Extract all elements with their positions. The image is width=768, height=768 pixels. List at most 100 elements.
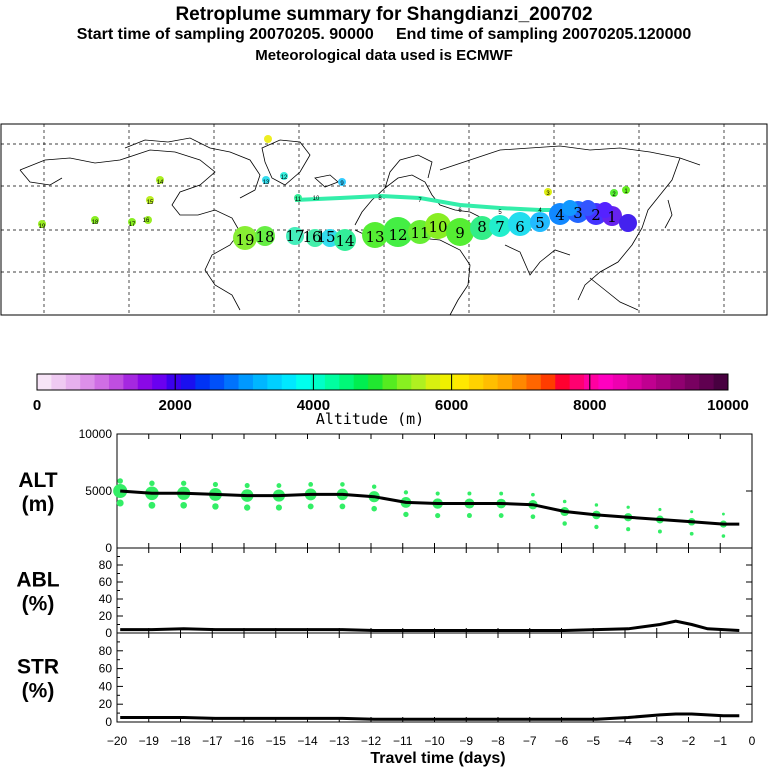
map-coastlines (19, 137, 701, 316)
y-tick-label: 20 (99, 609, 113, 623)
colorbar-cell (396, 374, 412, 390)
y-tick-label: 60 (99, 662, 113, 676)
map-day-label: 15 (147, 200, 154, 206)
colorbar-cell (699, 374, 715, 390)
alt-marker-spread (117, 478, 123, 484)
colorbar-cell (656, 374, 671, 390)
x-tick-label: 0 (749, 734, 756, 748)
alt-marker-spread (721, 534, 726, 538)
plume-blob (233, 226, 257, 250)
colorbar-cell (713, 374, 729, 390)
plume-blob (530, 212, 550, 232)
plume-point (91, 216, 99, 224)
plume-blob (425, 213, 451, 239)
colorbar-cell (468, 374, 484, 390)
x-tick-label: −7 (523, 734, 537, 748)
series-line-str (120, 712, 740, 721)
meteo-data-label: Meteorological data used is ECMWF (255, 47, 513, 64)
alt-marker-spread (531, 492, 535, 497)
alt-marker-spread (689, 531, 694, 536)
alt-marker-spread (499, 491, 504, 496)
time-series-panels: 1000050000ALT(m)806040200ABL(%)806040200… (16, 427, 753, 729)
colorbar-tick-label: 6000 (435, 397, 468, 414)
y-tick-label: 40 (99, 592, 113, 606)
coast-europe (354, 174, 483, 226)
plume-blob (489, 215, 511, 237)
start-time-label: Start time of sampling 20070205. 90000 (76, 26, 374, 43)
plume-blob (306, 229, 324, 247)
map-day-label: 16 (143, 218, 150, 224)
colorbar-cell (252, 374, 268, 390)
alt-marker-spread (307, 503, 314, 510)
alt-marker-spread (435, 491, 440, 496)
map-day-label: 8 (378, 196, 382, 202)
colorbar-cell (684, 374, 700, 390)
map-day-label: 13 (263, 180, 270, 186)
map-graticule (1, 124, 767, 315)
map-day-label: 1 (624, 189, 628, 195)
panel-alt: 10000 5000 0 ALT(m) (18, 427, 753, 555)
colorbar-cell (65, 374, 81, 390)
colorbar-cell (238, 374, 254, 390)
x-tick-label: −10 (424, 734, 445, 748)
map-day-label: 2 (612, 192, 616, 198)
colorbar-cell (569, 374, 585, 390)
colorbar-cell (195, 374, 211, 390)
alt-marker-spread (562, 521, 567, 526)
plume-point (144, 216, 152, 224)
alt-marker-spread (594, 503, 599, 507)
colorbar-cell (94, 374, 110, 390)
x-tick-label: −17 (202, 734, 223, 748)
map-day-label: 7 (418, 198, 422, 204)
alt-marker-spread (658, 507, 662, 512)
y-tick-label: 80 (99, 558, 113, 572)
colorbar-cell (123, 374, 139, 390)
panel-ylabel: ABL (16, 569, 59, 592)
map-day-label-large: 12 (388, 226, 407, 244)
plume-point (38, 220, 46, 228)
panel-frame (116, 547, 753, 634)
plume-blob (334, 229, 356, 251)
colorbar-cell (80, 374, 96, 390)
map-day-label-large: 8 (477, 218, 487, 236)
colorbar-cell (310, 374, 326, 390)
coast-asia-north (439, 145, 701, 171)
x-tick-label: −13 (329, 734, 350, 748)
map-day-label-large: 15 (316, 228, 335, 246)
alt-marker-spread (212, 503, 219, 510)
colorbar-cell (267, 374, 283, 390)
x-tick-labels: −20 −19 −18 −17 −16 −15 −14 −13 −12 −11 −10 −9 −8 −7−… (107, 734, 756, 748)
plume-blob (580, 200, 596, 216)
y-tick-label: 0 (105, 626, 112, 640)
colorbar-cell (166, 374, 182, 390)
colorbar-cell (51, 374, 67, 390)
colorbar-cell (540, 374, 556, 390)
plume-point (264, 135, 272, 143)
y-tick-label: 10000 (79, 427, 113, 441)
colorbar-cell (339, 374, 355, 390)
alt-marker-spread (116, 499, 124, 507)
series-line-abl (120, 619, 740, 632)
x-tick-label: −3 (650, 734, 664, 748)
alt-marker-spread (721, 512, 725, 516)
x-tick-label: −14 (297, 734, 318, 748)
colorbar-cell (296, 374, 312, 390)
plume-blob (597, 202, 613, 218)
x-tick-label: −12 (361, 734, 382, 748)
x-tick-label: −19 (139, 734, 160, 748)
colorbar-tick-label: 4000 (297, 397, 330, 414)
map-day-label-large: 9 (455, 224, 465, 242)
x-tick-label: −8 (491, 734, 505, 748)
colorbar-cell (425, 374, 441, 390)
colorbar-cell (382, 374, 398, 390)
alt-marker-spread (149, 480, 155, 487)
map-day-label-large: 1 (607, 208, 617, 226)
alt-marker-spread (626, 505, 630, 509)
colorbar-cell (180, 374, 196, 390)
plume-point (544, 188, 552, 196)
map-day-label: 19 (39, 224, 46, 230)
colorbar-cell (627, 374, 643, 390)
chart-title: Retroplume summary for Shangdianzi_20070… (175, 4, 593, 25)
